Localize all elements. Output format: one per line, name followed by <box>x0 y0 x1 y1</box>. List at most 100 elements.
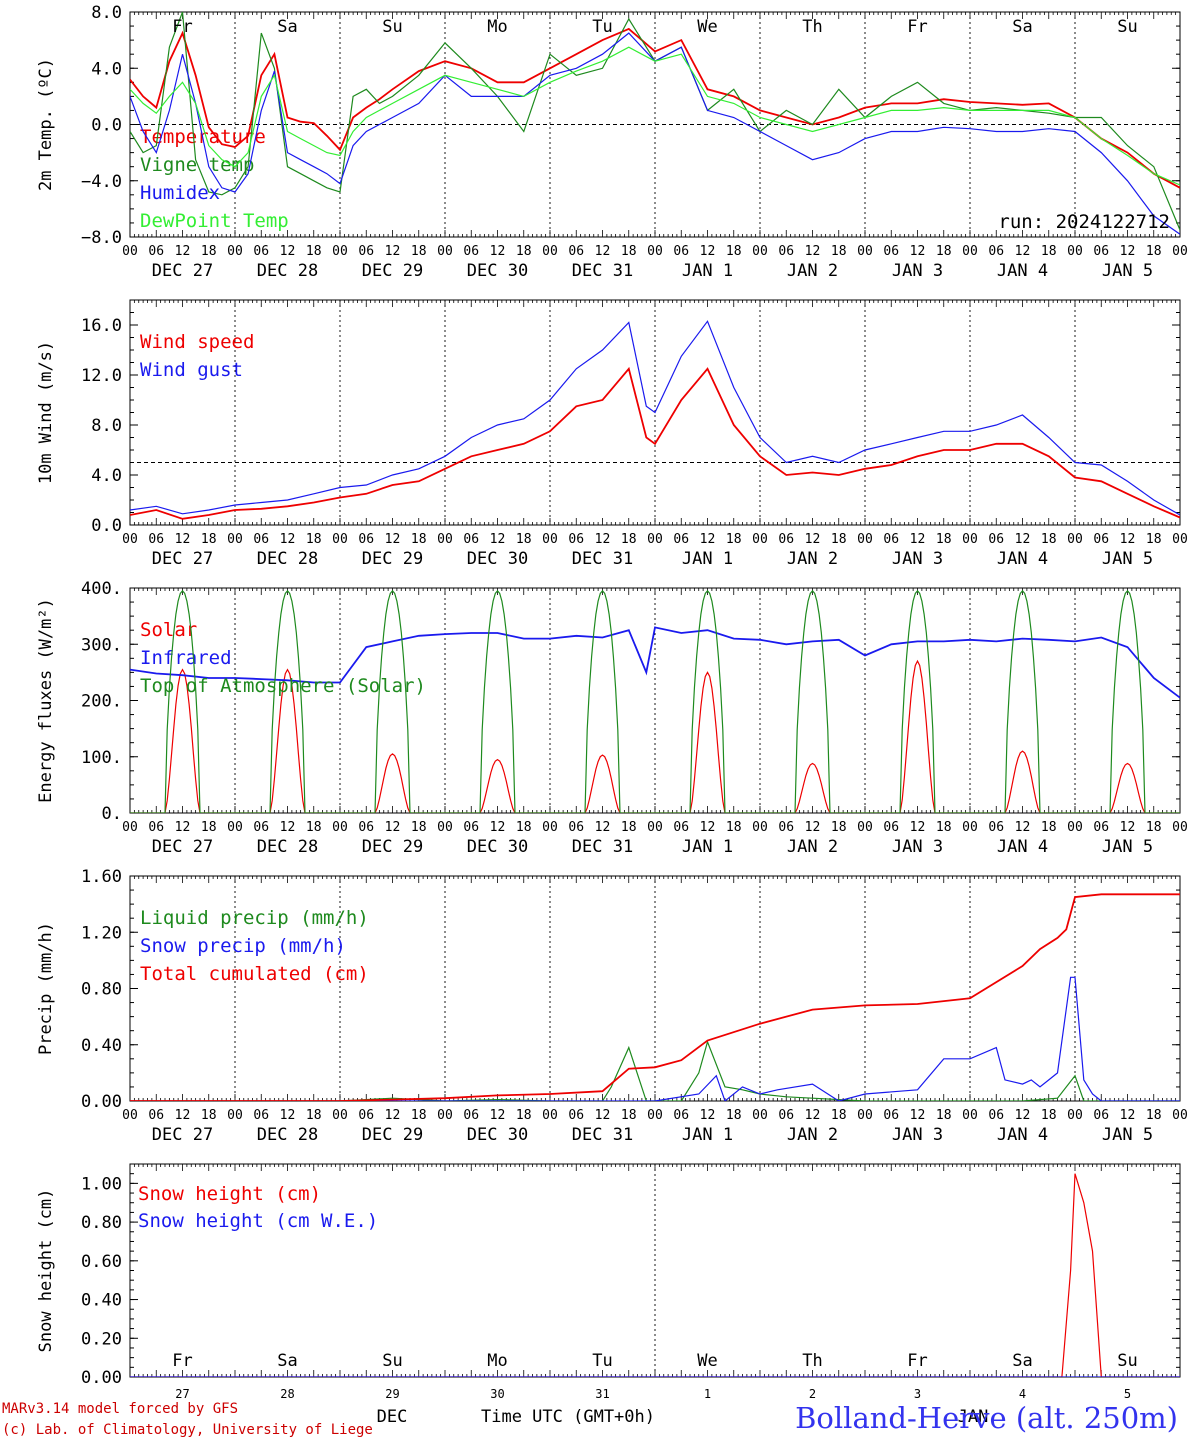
series-line-snow-precip-mm-h- <box>130 976 1180 1101</box>
legend-entry: Humidex <box>140 182 220 204</box>
day-number: 27 <box>175 1387 189 1401</box>
day-name-bottom: Su <box>1117 1351 1137 1371</box>
y-tick-label: 0.80 <box>81 1213 122 1233</box>
series-line-wind-speed <box>130 366 1180 520</box>
day-number: 4 <box>1019 1387 1026 1401</box>
hour-tick-label: 12 <box>1120 820 1136 835</box>
hour-tick-label: 06 <box>988 1108 1004 1123</box>
series-line-total-cumulated-cm- <box>130 893 1180 1101</box>
day-name-bottom: Tu <box>592 1351 612 1371</box>
y-axis-label: Snow height (cm) <box>36 1189 56 1353</box>
hour-tick-label: 06 <box>1093 244 1109 259</box>
hour-tick-label: 00 <box>1067 1108 1083 1123</box>
legend-entry: Solar <box>140 619 197 641</box>
hour-tick-label: 06 <box>463 244 479 259</box>
legend-entry: Snow precip (mm/h) <box>140 935 346 957</box>
y-tick-label: 0.00 <box>81 1368 122 1388</box>
hour-tick-label: 06 <box>988 532 1004 547</box>
hour-tick-label: 12 <box>280 820 296 835</box>
hour-tick-label: 18 <box>726 244 742 259</box>
y-tick-label: 0.20 <box>81 1329 122 1349</box>
day-name-top: Th <box>802 17 822 37</box>
legend-entry: Vigne temp <box>140 154 254 176</box>
date-label: JAN 2 <box>787 837 838 857</box>
hour-tick-label: 18 <box>831 532 847 547</box>
hour-tick-label: 00 <box>332 244 348 259</box>
hour-tick-label: 00 <box>542 532 558 547</box>
hour-tick-label: 12 <box>1015 532 1031 547</box>
hour-tick-label: 00 <box>857 244 873 259</box>
hour-tick-label: 06 <box>778 244 794 259</box>
hour-tick-label: 12 <box>1120 244 1136 259</box>
day-name-bottom: Fr <box>172 1351 192 1371</box>
date-label: JAN 1 <box>682 549 733 569</box>
hour-tick-label: 18 <box>726 820 742 835</box>
hour-tick-label: 06 <box>253 1108 269 1123</box>
hour-tick-label: 00 <box>332 820 348 835</box>
lab-credit: (c) Lab. of Climatology, University of L… <box>2 1422 373 1438</box>
date-label: JAN 3 <box>892 549 943 569</box>
hour-tick-label: 00 <box>1067 820 1083 835</box>
hour-tick-label: 18 <box>936 244 952 259</box>
hour-tick-label: 18 <box>936 820 952 835</box>
hour-tick-label: 12 <box>175 820 191 835</box>
hour-tick-label: 06 <box>883 820 899 835</box>
hour-tick-label: 06 <box>778 820 794 835</box>
date-label: DEC 30 <box>467 549 528 569</box>
date-label: DEC 29 <box>362 1125 423 1145</box>
date-label: DEC 29 <box>362 549 423 569</box>
y-tick-label: 1.20 <box>81 923 122 943</box>
day-number: 3 <box>914 1387 921 1401</box>
date-label: JAN 4 <box>997 1125 1048 1145</box>
hour-tick-label: 18 <box>1146 1108 1162 1123</box>
day-name-top: Fr <box>907 17 927 37</box>
series-line-solar <box>130 659 1180 813</box>
hour-tick-label: 06 <box>673 532 689 547</box>
hour-tick-label: 00 <box>752 532 768 547</box>
date-label: JAN 3 <box>892 261 943 281</box>
date-label: JAN 2 <box>787 1125 838 1145</box>
date-label: DEC 28 <box>257 261 318 281</box>
hour-tick-label: 06 <box>253 820 269 835</box>
hour-tick-label: 12 <box>595 820 611 835</box>
date-label: DEC 29 <box>362 261 423 281</box>
y-tick-label: 0.40 <box>81 1291 122 1311</box>
y-tick-label: 200. <box>81 692 122 712</box>
day-number: 1 <box>704 1387 711 1401</box>
panel-5: 1.00 0.80 0.60 0.40 0.20 0.00 Snow height (cm)… <box>36 1163 1181 1388</box>
hour-tick-label: 12 <box>385 1108 401 1123</box>
y-tick-label: 100. <box>81 748 122 768</box>
date-label: JAN 3 <box>892 1125 943 1145</box>
hour-tick-label: 00 <box>122 532 138 547</box>
hour-tick-label: 18 <box>1041 532 1057 547</box>
date-label: DEC 30 <box>467 1125 528 1145</box>
series-line-temperature <box>130 27 1180 189</box>
date-label: JAN 3 <box>892 837 943 857</box>
date-label: JAN 1 <box>682 837 733 857</box>
hour-tick-label: 12 <box>595 532 611 547</box>
hour-tick-label: 12 <box>910 820 926 835</box>
date-label: DEC 30 <box>467 261 528 281</box>
model-credit: MARv3.14 model forced by GFS <box>2 1401 238 1417</box>
hour-tick-label: 00 <box>647 532 663 547</box>
hour-tick-label: 00 <box>962 820 978 835</box>
hour-tick-label: 12 <box>805 1108 821 1123</box>
y-tick-label: 0. <box>102 804 122 824</box>
hour-tick-label: 00 <box>647 244 663 259</box>
date-label: JAN 1 <box>682 1125 733 1145</box>
y-tick-label: 4.0 <box>91 59 122 79</box>
date-label: JAN 4 <box>997 549 1048 569</box>
panel-3: 400. 300. 200. 100. 0. Energy fluxes (W/m²) So… <box>36 579 1188 857</box>
day-number: 2 <box>809 1387 816 1401</box>
day-name-bottom: Sa <box>277 1351 297 1371</box>
hour-tick-label: 12 <box>1015 244 1031 259</box>
hour-tick-label: 00 <box>962 1108 978 1123</box>
hour-tick-label: 12 <box>280 532 296 547</box>
hour-tick-label: 12 <box>805 820 821 835</box>
hour-tick-label: 00 <box>227 532 243 547</box>
hour-tick-label: 06 <box>778 1108 794 1123</box>
hour-tick-label: 00 <box>1067 532 1083 547</box>
series-line-dewpoint-temp <box>130 46 1180 186</box>
hour-tick-label: 00 <box>542 1108 558 1123</box>
date-label: JAN 1 <box>682 261 733 281</box>
